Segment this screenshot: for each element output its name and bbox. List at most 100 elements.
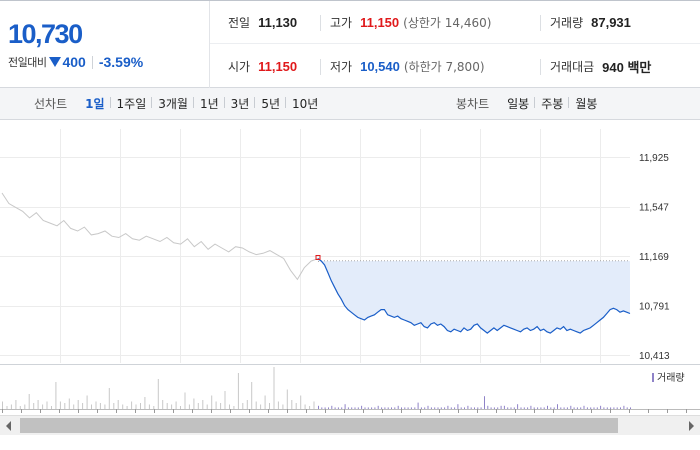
- volume-bar-previous: [37, 400, 39, 409]
- tab-3year[interactable]: 3년: [223, 95, 256, 112]
- volume-bar-previous: [180, 406, 181, 409]
- volume-bar: [464, 407, 465, 409]
- volume-bar: [630, 407, 631, 409]
- volume-bar-previous: [229, 404, 230, 409]
- volume-bar-previous: [10, 404, 12, 409]
- volume-bar-previous: [68, 398, 70, 409]
- volume-bar-previous: [131, 401, 133, 409]
- scroll-left-icon[interactable]: [6, 421, 11, 431]
- high-value: 11,150: [360, 14, 400, 30]
- tab-5year[interactable]: 5년: [254, 95, 286, 112]
- volume-bar: [424, 407, 426, 409]
- info-row-2: 시가 11,150 저가 10,540 (하한가 7,800) 거래대금 940…: [210, 45, 700, 88]
- volume-bar: [570, 405, 572, 409]
- volume-bar: [517, 404, 519, 409]
- volume-bar: [374, 407, 376, 409]
- chart-scrollbar[interactable]: [0, 415, 700, 435]
- divider: [540, 59, 541, 75]
- volume-bar: [480, 407, 482, 409]
- y-tick-label: 11,925: [639, 153, 669, 164]
- volume-bar: [606, 407, 608, 409]
- tab-monthly[interactable]: 월봉: [568, 95, 603, 112]
- volume-bar-previous: [104, 404, 106, 409]
- tab-1year[interactable]: 1년: [192, 95, 225, 112]
- volume-bar: [381, 407, 383, 409]
- volume-bar: [490, 407, 492, 409]
- volume-info: 거래량 87,931: [540, 1, 700, 43]
- tab-3month[interactable]: 3개월: [151, 95, 194, 112]
- volume-bar: [351, 407, 353, 409]
- volume-bar: [401, 407, 402, 409]
- volume-bar-previous: [277, 401, 279, 409]
- tab-1week[interactable]: 1주일: [109, 95, 153, 112]
- volume-bar: [566, 407, 568, 409]
- tab-1day[interactable]: 1일: [85, 97, 105, 111]
- scroll-thumb[interactable]: [20, 418, 618, 433]
- volume-bar-previous: [184, 392, 186, 409]
- volume-bar: [337, 407, 339, 409]
- chart-tab-bar: 선차트 1일 1주일 3개월 1년 3년 5년 10년 봉차트 일봉 주봉 월봉: [0, 88, 700, 120]
- volume-bar: [623, 405, 625, 409]
- volume-bar-previous: [33, 403, 35, 409]
- volume-bar: [387, 407, 389, 409]
- change-rate: -3.59%: [98, 54, 144, 70]
- volume-bar: [318, 405, 319, 409]
- high-label: 고가: [330, 15, 353, 30]
- price-box: 10,730 전일대비 400 -3.59%: [0, 1, 210, 88]
- volume-bar-previous: [291, 400, 293, 409]
- tab-10year[interactable]: 10년: [285, 95, 324, 112]
- volume-bar: [563, 407, 565, 409]
- volume-bar: [434, 407, 436, 409]
- volume-bar-previous: [295, 403, 297, 409]
- volume-bar: [450, 407, 452, 409]
- volume-bar: [407, 407, 409, 409]
- divider: [540, 15, 541, 31]
- low-price: 저가 10,540 (하한가 7,800): [320, 45, 540, 88]
- low-value: 10,540: [360, 59, 400, 74]
- volume-bar: [331, 405, 333, 409]
- prev-close-value: 11,130: [258, 14, 298, 30]
- volume-bar-previous: [99, 403, 101, 409]
- volume-bar: [610, 407, 612, 409]
- volume-bar: [616, 407, 618, 409]
- volume-bar-previous: [251, 382, 253, 409]
- volume-bar-previous: [304, 404, 306, 409]
- y-tick-label: 10,791: [639, 302, 670, 313]
- volume-bar-previous: [73, 404, 75, 409]
- volume-bar: [417, 402, 419, 409]
- volume-label: 거래량: [550, 15, 584, 30]
- volume-bar: [440, 407, 442, 409]
- volume-bar-previous: [300, 395, 302, 409]
- volume-bar: [520, 407, 522, 409]
- volume-bar: [371, 407, 373, 409]
- line-chart-title: 선차트: [34, 97, 68, 111]
- volume-bar: [586, 407, 588, 409]
- volume-bar-previous: [313, 401, 315, 409]
- volume-bar: [460, 407, 462, 409]
- volume-bar-previous: [260, 404, 262, 409]
- volume-bar-previous: [59, 401, 61, 409]
- tab-daily[interactable]: 일봉: [507, 97, 530, 111]
- volume-bar-previous: [86, 395, 88, 409]
- y-tick-label: 11,547: [639, 203, 669, 214]
- volume-bar-previous: [157, 379, 159, 409]
- volume-bar: [334, 407, 336, 409]
- price-series: [317, 258, 631, 334]
- volume-bar: [487, 405, 489, 409]
- quote-info: 전일 11,130 고가 11,150 (상한가 14,460) 거래량 87,…: [210, 1, 700, 88]
- price-line: [315, 254, 631, 334]
- volume-bar-previous: [220, 403, 222, 409]
- volume-bar: [590, 407, 592, 409]
- volume-bar: [543, 407, 545, 409]
- volume-bar: [560, 407, 562, 409]
- price-chart: 11,925 11,547 11,169 10,791 10,413 거래량: [0, 121, 700, 450]
- volume-bar-previous: [255, 401, 257, 409]
- volume-bar-previous: [28, 394, 30, 409]
- scroll-right-icon[interactable]: [689, 421, 694, 431]
- volume-bar: [457, 404, 459, 409]
- volume-bar: [470, 407, 472, 409]
- price-chart-svg: 11,925 11,547 11,169 10,791 10,413 거래량: [0, 129, 700, 413]
- volume-bar: [500, 405, 502, 409]
- tab-weekly[interactable]: 주봉: [534, 95, 569, 112]
- volume-bar: [404, 407, 406, 409]
